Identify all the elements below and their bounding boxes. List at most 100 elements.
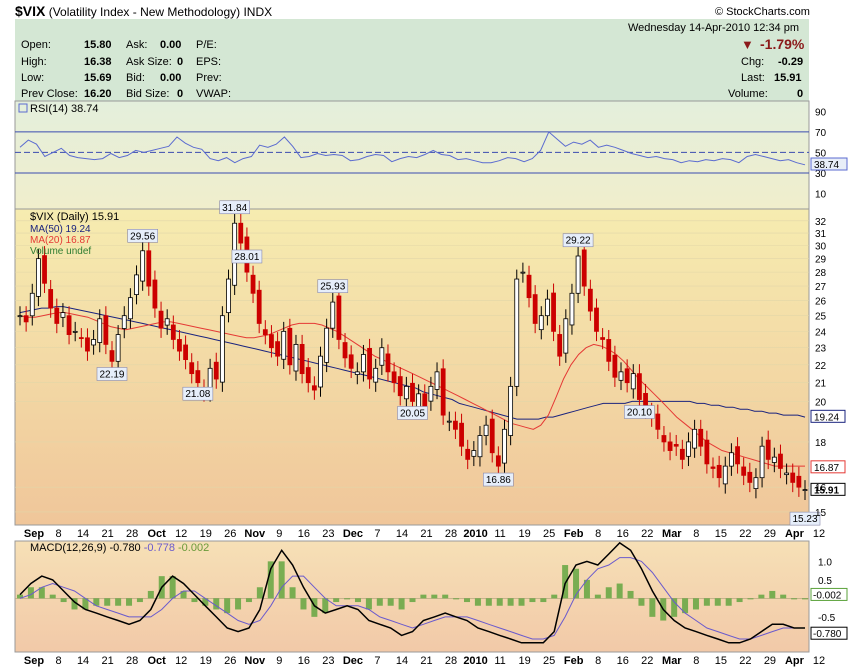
candle [367,347,372,380]
candle [305,367,311,384]
candle [85,337,90,352]
x-axis-label: 28 [126,528,138,540]
candle [741,466,747,476]
rsi-legend-icon [18,103,28,113]
candle [784,472,790,476]
x-axis-label: 12 [813,528,825,540]
candle [213,361,219,380]
candle [716,464,722,479]
candle [710,466,716,469]
candle [765,439,771,460]
x-axis-label: 12 [175,655,187,667]
macd-hist-bar [82,598,89,610]
macd-hist-bar [518,598,525,606]
candle [422,393,428,408]
macd-tick-label: 1.0 [818,557,832,568]
candle [790,472,796,483]
price-tick-label: 28 [815,268,827,279]
candle [140,250,146,282]
macd-hist-bar [464,598,471,603]
x-axis-label: 26 [224,528,236,540]
candle [318,355,323,388]
candle [453,420,458,430]
price-panel [14,208,810,526]
candle [72,330,78,333]
candle [747,471,753,483]
macd-hist-bar [60,598,67,603]
last-value: 15.91 [774,72,802,84]
x-axis-label: Feb [564,528,584,540]
candle [459,422,464,447]
candle [428,385,434,402]
candle [575,255,581,294]
macd-hist-bar [169,576,176,599]
down-triangle-icon: ▼ [741,37,754,52]
macd-hist-bar [747,598,754,600]
candle [416,393,422,409]
open-label: Open: [21,39,51,51]
candle [686,441,691,457]
macd-hist-bar [736,598,743,603]
price-tick-label: 21 [815,379,827,390]
x-axis-label: 28 [126,655,138,667]
macd-hist-bar [802,598,808,600]
candle [35,258,41,297]
candle [606,339,612,362]
macd-legend-title: MACD(12,26,9) [30,542,106,554]
candle [226,278,231,314]
macd-hist-bar [256,587,263,599]
macd-legend: MACD(12,26,9) -0.780 -0.778 -0.002 [30,542,209,554]
macd-hist-bar [529,598,536,603]
candle [637,373,642,400]
price-right-label: 19.24 [814,412,839,423]
candle [262,329,268,335]
candle [771,456,777,463]
candle [495,455,501,467]
candle [336,295,342,340]
change-percent: -1.79% [760,36,805,52]
price-annotation-box [219,200,250,215]
price-tick-label: 18 [815,438,827,449]
macd-hist-bar [769,590,776,599]
price-annotation: 28.01 [234,252,259,263]
candle [195,370,201,384]
macd-line [19,541,805,644]
candle [594,307,599,332]
quote-panel [15,19,809,101]
macd-hist-bar [725,598,732,606]
rsi-tick-label: 70 [815,128,827,139]
bid-size-label: Bid Size: [126,88,170,100]
x-axis-label: 9 [276,655,282,667]
ma50-legend: MA(50) 19.24 [30,224,91,235]
price-annotation: 29.22 [566,236,591,247]
x-axis-label: 22 [739,528,751,540]
low-value: 15.69 [84,72,112,84]
candle [545,298,550,317]
macd-right-label: -0.002 [813,590,842,601]
macd-right-label: -0.780 [813,629,842,640]
x-axis-label: Dec [343,655,363,667]
macd-hist-bar [245,598,252,603]
x-axis-label: 19 [519,655,531,667]
candle [60,312,66,318]
macd-hist-bar [573,568,580,599]
candle [434,371,440,390]
x-axis-label: 22 [739,655,751,667]
volume-legend: Volume undef [30,246,91,257]
candle [471,450,477,457]
macd-hist-bar [605,587,612,599]
x-axis-label: 19 [519,528,531,540]
x-axis-label: 29 [764,655,776,667]
x-axis-label: 29 [764,528,776,540]
price-annotation: 15.23 [792,514,817,525]
open-value: 15.80 [84,39,112,51]
x-axis-label: Apr [785,655,805,667]
price-annotation-box [483,472,514,487]
price-right-box [810,460,846,474]
candle [624,368,630,384]
candle [311,385,317,391]
candle [287,327,293,366]
candle [526,274,532,299]
candle [78,337,84,339]
